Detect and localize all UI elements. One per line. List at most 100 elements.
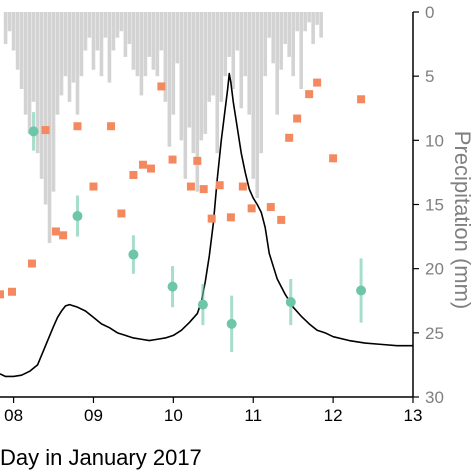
right-y-tick-label: 10 — [425, 131, 444, 150]
precip-bar — [127, 12, 132, 45]
square-point — [89, 182, 98, 191]
precip-bar — [187, 12, 192, 128]
square-point — [238, 182, 247, 191]
precip-bar — [271, 12, 275, 64]
circle-point — [356, 285, 367, 296]
right-y-tick-label: 25 — [425, 324, 444, 343]
precip-bar — [111, 12, 116, 51]
precip-bar — [35, 12, 40, 154]
square-point — [277, 215, 286, 224]
precip-bar — [255, 12, 260, 199]
square-point — [27, 259, 36, 268]
precip-bar — [39, 12, 44, 179]
square-point — [146, 164, 155, 173]
precip-bar — [207, 12, 212, 102]
square-point — [168, 155, 177, 164]
square-point — [7, 287, 16, 296]
x-tick-label: 10 — [164, 406, 183, 425]
right-y-tick-label: 0 — [425, 3, 434, 22]
chart-axes: 08 09 10 11 12 13 0 5 10 15 20 25 30 — [0, 3, 444, 425]
precip-bar — [95, 12, 100, 51]
precip-bar — [307, 12, 311, 23]
square-point — [73, 122, 82, 131]
precip-bar — [155, 12, 160, 77]
precip-bar — [303, 12, 307, 32]
precip-bar — [203, 12, 208, 134]
square-point — [138, 160, 147, 169]
square-point — [305, 90, 314, 99]
precip-bar — [195, 12, 200, 192]
square-point — [215, 181, 224, 190]
precip-bar — [63, 12, 68, 77]
precip-bar — [251, 12, 256, 179]
square-point — [0, 290, 4, 299]
square-point — [357, 95, 366, 104]
right-y-tick-label: 5 — [425, 67, 434, 86]
precip-bar — [3, 12, 8, 45]
precip-bar — [311, 12, 315, 45]
precip-bar — [151, 12, 156, 70]
precip-bar — [263, 12, 268, 77]
precip-bar — [139, 12, 144, 96]
precip-bar — [243, 12, 248, 77]
precip-bar — [183, 12, 188, 179]
circle-point — [167, 281, 178, 292]
precip-bar — [51, 12, 56, 192]
precip-bar — [227, 12, 232, 57]
precip-bar — [275, 12, 279, 115]
x-tick-label: 08 — [4, 406, 23, 425]
precip-bar — [175, 12, 180, 64]
precip-bar — [267, 12, 271, 38]
circle-point — [72, 211, 83, 222]
precip-bar — [199, 12, 204, 141]
precip-bar — [67, 12, 72, 102]
x-axis-label: Day in January 2017 — [0, 445, 202, 470]
circle-point — [226, 318, 237, 329]
precip-bar — [31, 12, 36, 102]
precip-bar — [55, 12, 60, 115]
precip-bar — [171, 12, 176, 115]
precip-bar — [83, 12, 88, 51]
precip-bar — [71, 12, 76, 83]
square-point — [313, 78, 322, 87]
square-point — [117, 209, 126, 218]
precip-bar — [159, 12, 164, 51]
precip-bar — [231, 12, 236, 89]
precip-bar — [219, 12, 224, 102]
square-point — [51, 227, 60, 236]
point-series — [0, 78, 367, 353]
precip-bar — [7, 12, 12, 32]
square-point — [266, 203, 275, 212]
x-tick-label: 09 — [84, 406, 103, 425]
precip-bar — [107, 12, 112, 83]
right-y-tick-label: 15 — [425, 196, 444, 215]
precip-bar — [295, 12, 299, 32]
precip-bar — [19, 12, 24, 89]
precip-bar — [11, 12, 16, 51]
precipitation-bars — [3, 12, 323, 243]
precip-bar — [135, 12, 140, 77]
precip-bar — [239, 12, 244, 109]
x-tick-label: 13 — [404, 406, 423, 425]
precip-bar — [179, 12, 184, 141]
square-point — [129, 170, 138, 179]
square-point — [193, 156, 202, 165]
square-point — [207, 214, 216, 223]
precip-bar — [119, 12, 124, 32]
square-point — [329, 154, 338, 163]
circle-point — [197, 299, 208, 310]
precip-bar — [143, 12, 148, 77]
precip-bar — [27, 12, 32, 134]
precip-bar — [211, 12, 216, 96]
square-point — [247, 204, 256, 213]
precip-bar — [131, 12, 136, 70]
precip-bar — [315, 12, 319, 25]
precip-bar — [79, 12, 84, 77]
precip-bar — [223, 12, 228, 77]
precip-bar — [259, 12, 264, 154]
circle-point — [28, 126, 39, 137]
circle-point — [285, 297, 296, 308]
square-point — [199, 185, 208, 194]
precip-bar — [75, 12, 80, 115]
